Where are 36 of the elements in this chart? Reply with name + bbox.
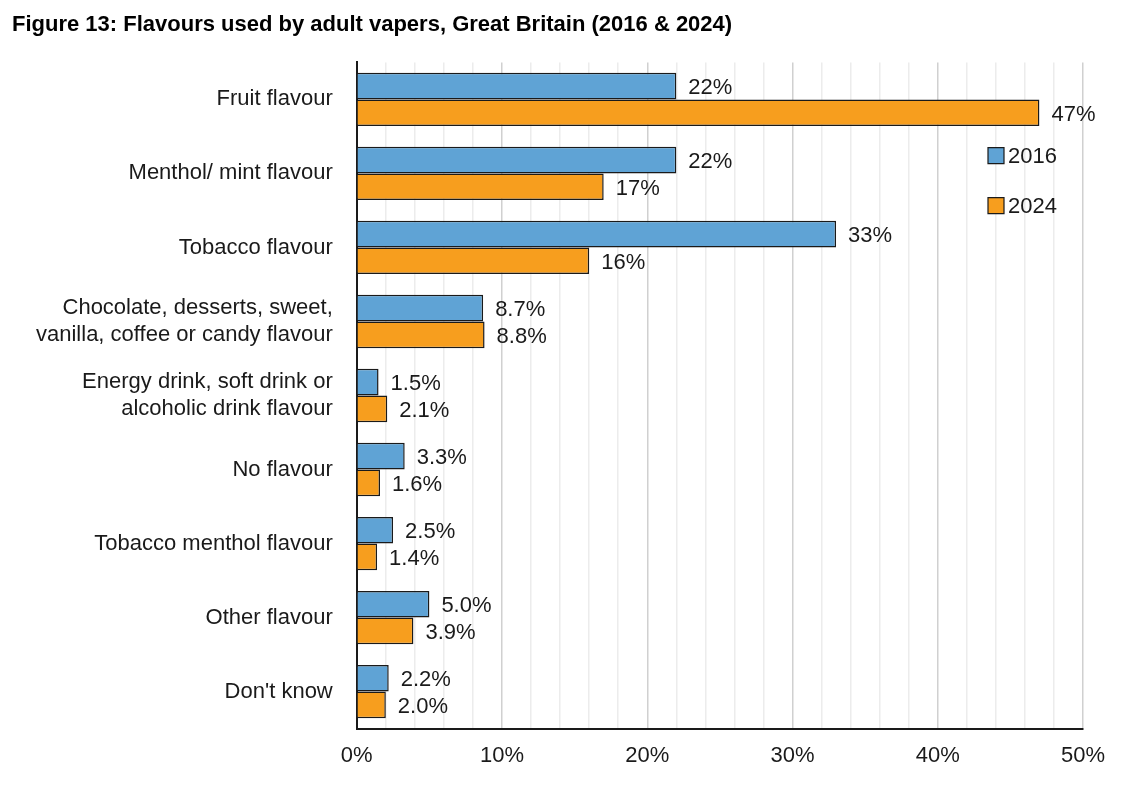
y-tick-label: Other flavour (205, 603, 333, 629)
y-tick-label: Menthol/ mint flavour (128, 159, 333, 185)
x-tick-label: 10% (479, 741, 525, 767)
x-tick-label: 50% (1060, 741, 1106, 767)
data-label: 1.6% (392, 470, 443, 496)
data-label: 3.3% (416, 444, 467, 470)
y-tick-label: Tobacco flavour (178, 233, 333, 259)
data-label: 47% (1051, 100, 1096, 126)
y-tick-label: Don't know (224, 677, 333, 703)
y-tick-label: Tobacco menthol flavour (94, 529, 333, 555)
y-tick-label: Fruit flavour (216, 85, 333, 111)
data-label: 3.9% (425, 618, 476, 644)
data-label: 22% (688, 74, 733, 100)
data-label: 1.4% (389, 544, 440, 570)
y-tick-label: Energy drink, soft drink or alcoholic drink flavour (82, 368, 333, 420)
data-label: 2.1% (399, 396, 450, 422)
y-tick-label: No flavour (232, 455, 333, 481)
data-label: 2.5% (405, 518, 456, 544)
legend-label: 2024 (1008, 192, 1057, 218)
x-tick-label: 20% (625, 741, 670, 767)
data-label: 17% (615, 174, 660, 200)
data-label: 8.8% (496, 322, 547, 348)
legend-label: 2016 (1008, 142, 1057, 168)
data-label: 8.7% (495, 296, 546, 322)
x-tick-label: 30% (770, 741, 815, 767)
data-label: 33% (848, 222, 893, 248)
data-label: 5.0% (441, 592, 492, 618)
y-tick-label: Chocolate, desserts, sweet, vanilla, coffee or candy flavour (36, 294, 333, 346)
data-label: 1.5% (390, 370, 441, 396)
data-label: 2.0% (397, 692, 448, 718)
data-label: 2.2% (400, 666, 451, 692)
x-tick-label: 40% (915, 741, 960, 767)
data-label: 16% (601, 248, 646, 274)
chart-title: Figure 13: Flavours used by adult vapers, Great Britain (2016 & 2024) (12, 11, 733, 37)
x-tick-label: 0% (340, 741, 373, 767)
data-label: 22% (688, 148, 733, 174)
